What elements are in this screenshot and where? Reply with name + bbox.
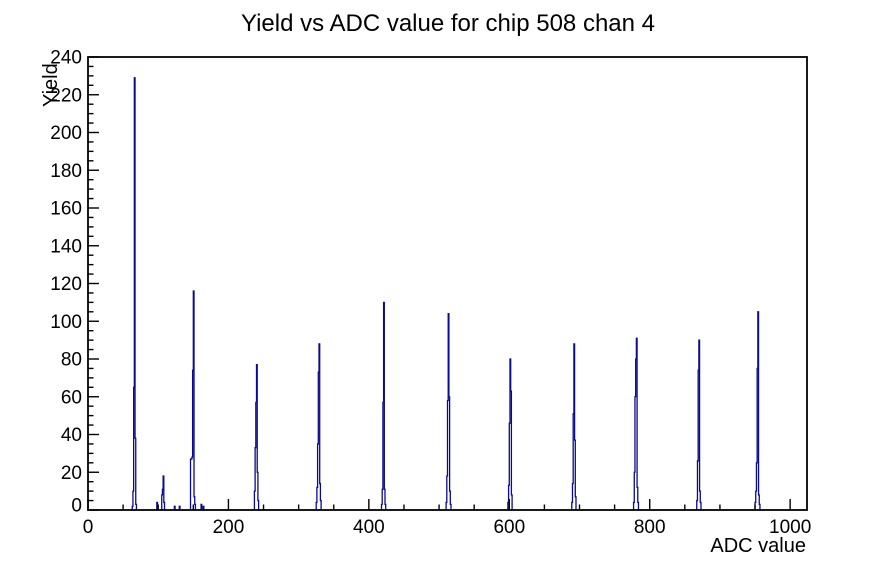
y-tick-label: 220: [50, 85, 82, 106]
x-tick-label: 1000: [769, 517, 811, 538]
x-tick-label: 0: [83, 517, 94, 538]
y-tick-label: 40: [61, 425, 82, 446]
y-tick-label: 100: [50, 312, 82, 333]
x-axis: 0 200 400 600 800 1000: [83, 499, 811, 538]
y-tick-label: 180: [50, 161, 82, 182]
y-tick-label: 80: [61, 350, 82, 371]
x-axis-title: ADC value: [710, 535, 806, 557]
histogram-series: [131, 77, 761, 510]
x-tick-label: 400: [353, 517, 385, 538]
y-tick-label: 160: [50, 199, 82, 220]
x-tick-label: 600: [493, 517, 525, 538]
x-tick-label: 800: [634, 517, 666, 538]
y-tick-label: 0: [71, 496, 82, 517]
yield-spikes: [131, 77, 761, 510]
chart-title: Yield vs ADC value for chip 508 chan 4: [240, 10, 655, 37]
y-tick-label: 240: [50, 48, 82, 69]
y-tick-label: 20: [61, 463, 82, 484]
y-tick-label: 60: [61, 387, 82, 408]
x-tick-label: 200: [213, 517, 245, 538]
y-tick-label: 200: [50, 123, 82, 144]
y-tick-label: 140: [50, 236, 82, 257]
y-axis: 0 20 40 60 80 100 120 140 160 180 200 220 240: [50, 48, 99, 517]
y-tick-label: 120: [50, 274, 82, 295]
y-axis-title: Yield: [40, 63, 62, 107]
